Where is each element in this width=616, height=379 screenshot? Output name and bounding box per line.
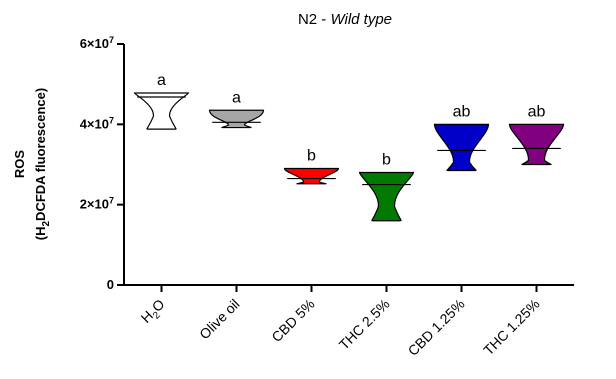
x-tick-label: THC 2.5% [336,296,393,353]
y-ticks: 0 2×107 4×107 6×107 [80,35,124,292]
y-tick-label: 4×107 [80,115,114,131]
significance-letter: a [232,89,241,106]
y-tick-label: 6×107 [80,35,114,51]
violin-shape [358,171,415,222]
x-tick-label: Olive oil [196,296,243,343]
x-tick-label: THC 1.25% [480,296,542,358]
significance-letter: ab [453,103,471,120]
significance-letter: b [382,152,391,169]
violin-shape [133,92,190,130]
x-ticks: H2O Olive oil CBD 5% THC 2.5% CBD 1.25% THC 1… [138,285,543,359]
violin-shape [433,123,490,172]
y-tick-label: 2×107 [80,196,114,212]
violin-shape [283,167,340,185]
x-tick-label: H2O [138,296,171,329]
violin-shape [508,123,565,166]
violin-group [133,92,565,222]
x-tick-label: CBD 1.25% [405,296,468,359]
y-axis-label-line2: (H2DCFDA fluorescence) [33,88,52,240]
significance-letter: ab [528,103,546,120]
violin-shape [208,109,265,129]
x-tick-label: CBD 5% [268,296,317,345]
y-tick-label: 0 [107,277,114,292]
y-axis-label-line1: ROS [12,150,27,179]
significance-letter: b [307,148,316,165]
significance-letter: a [157,72,166,89]
chart-title: N2 - Wild type [298,11,392,28]
significance-labels: aab bab ab [157,72,545,169]
